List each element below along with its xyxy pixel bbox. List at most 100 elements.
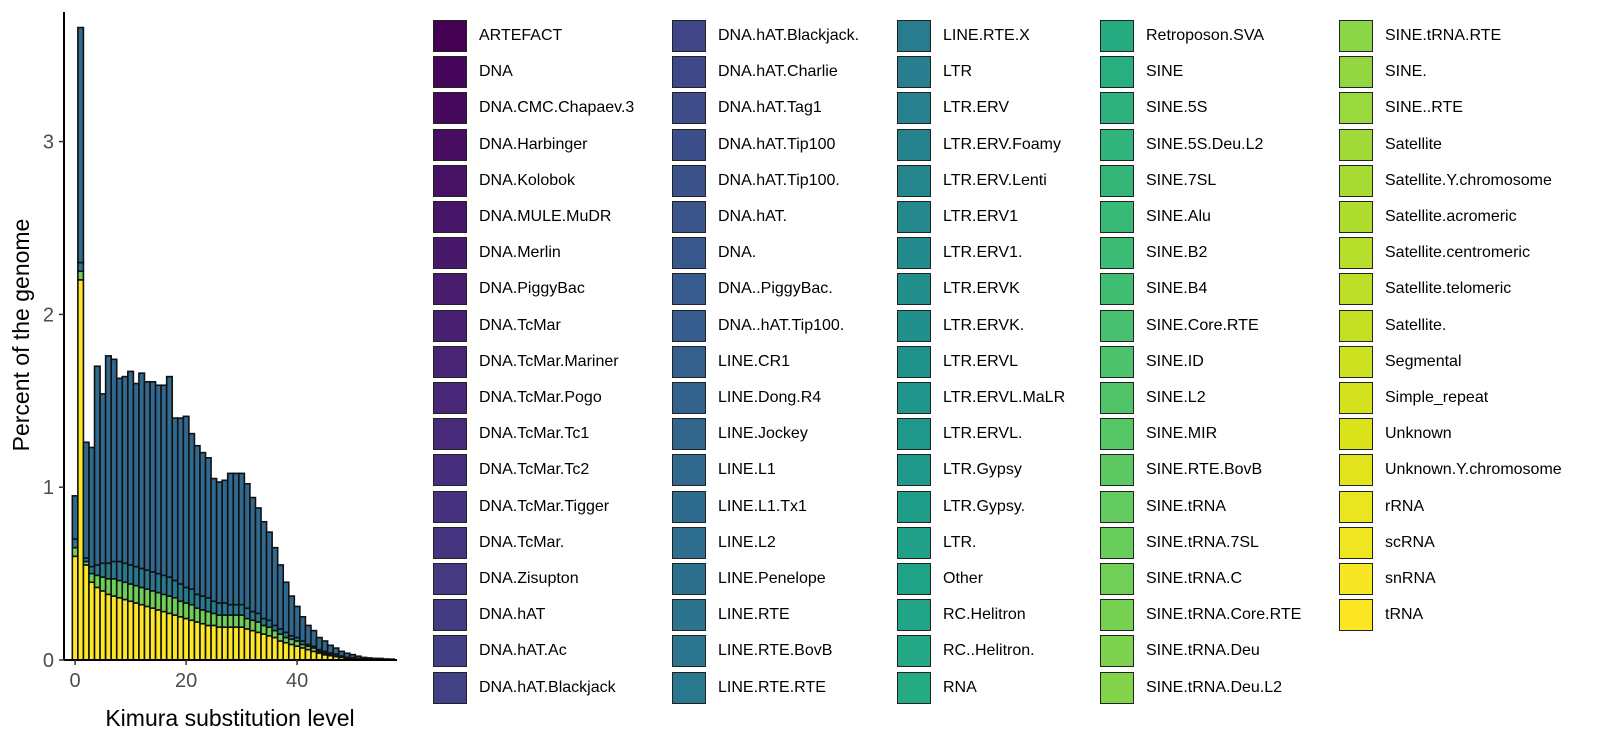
bar-segment-LINE.RTE.RTE (188, 432, 196, 590)
bar-segment-LINE.RTE.RTE (176, 417, 185, 585)
bar-segment-LINE.RTE.RTE (138, 372, 146, 570)
bar-segment-tRNA (304, 648, 312, 661)
bar-segment-LINE.RTE.RTE (365, 657, 373, 660)
bar-segment-SINE.tRNA.Deu.L2 (176, 600, 185, 618)
bar-segment-SINE.tRNA.Deu.L2 (210, 612, 218, 627)
bar-segment-LINE.RTE.RTE (210, 477, 218, 603)
bar-segment-LINE.RTE.RTE (243, 482, 251, 609)
bar-segment-tRNA (271, 636, 279, 661)
bar-segment-tRNA (199, 622, 207, 661)
bar-segment-LTR. (77, 261, 85, 272)
bar-segment-LINE.RTE.RTE (110, 358, 118, 563)
bar-segment-LTR. (110, 560, 118, 580)
bar-segment-tRNA (149, 607, 157, 661)
bar-segment-LINE.RTE.RTE (132, 382, 140, 568)
bar-segment-tRNA (238, 626, 246, 661)
bar-segment-LINE.RTE.RTE (149, 380, 157, 573)
bar-segment-LINE.RTE.RTE (232, 472, 240, 606)
bar-segment-tRNA (193, 621, 201, 661)
bar-segment-LINE.RTE.RTE (360, 656, 368, 660)
bar-segment-SINE.tRNA.Deu.L2 (254, 621, 262, 634)
bar-segment-SINE.tRNA.Deu.L2 (265, 626, 273, 637)
bar-segment-LTR. (254, 612, 262, 623)
bar-segment-SINE.tRNA.Deu.L2 (193, 607, 201, 623)
bar-segment-LINE.RTE.RTE (304, 624, 312, 646)
bar-segment-LTR. (204, 596, 212, 613)
bar-segment-LINE.RTE.RTE (226, 472, 235, 606)
bar-segment-tRNA (293, 645, 301, 661)
bar-segment-LINE.RTE.RTE (165, 375, 174, 578)
bar-segment-SINE.tRNA.Deu.L2 (238, 614, 246, 628)
bar-segment-SINE.tRNA.Deu.L2 (110, 577, 118, 597)
bar-segment-SINE.tRNA.Deu.L2 (182, 602, 190, 620)
bar-segment-tRNA (127, 600, 135, 661)
x-axis-title: Kimura substitution level (105, 705, 354, 731)
bar-segment-tRNA (204, 624, 212, 661)
bar-segment-tRNA (88, 581, 96, 661)
bar-segment-LINE.RTE.RTE (282, 581, 290, 634)
bar-segment-LTR. (121, 562, 129, 584)
bar-segment-tRNA (176, 615, 185, 661)
bar-segment-SINE.tRNA.Deu.L2 (77, 270, 85, 281)
bar-segment-SINE.tRNA.Deu.L2 (199, 609, 207, 625)
bar-segment-LINE.RTE.RTE (354, 655, 362, 660)
bar-segment-LINE.RTE.RTE (154, 384, 162, 575)
bar-segment-LTR. (138, 567, 146, 589)
bar-segment-SINE.tRNA.Deu.L2 (121, 581, 129, 601)
bar-segment-LINE.RTE.RTE (82, 441, 90, 559)
bar-segment-LTR. (260, 617, 268, 627)
bar-segment-LINE.RTE.RTE (199, 451, 207, 597)
bar-segment-SINE.tRNA.Deu.L2 (215, 614, 223, 628)
bar-segment-LINE.RTE.RTE (276, 564, 285, 630)
y-tick-label: 0 (43, 650, 54, 672)
bar-segment-LINE.RTE.RTE (160, 384, 168, 577)
bar-segment-SINE.tRNA.Deu.L2 (127, 583, 135, 603)
bar-segment-LINE.RTE.RTE (287, 595, 296, 637)
bar-segment-tRNA (221, 626, 229, 661)
bar-segment-LINE.RTE.RTE (127, 370, 135, 566)
x-tick-label: 40 (286, 670, 308, 692)
bar-segment-LTR. (210, 600, 218, 615)
bar-segment-LINE.RTE.RTE (249, 496, 257, 613)
bar-segment-LTR. (193, 593, 201, 609)
bar-segment-LTR. (149, 571, 157, 592)
bar-segment-SINE.tRNA.Deu.L2 (249, 619, 257, 632)
bar-segment-SINE.tRNA.Deu.L2 (149, 590, 157, 609)
bar-segment-LTR. (99, 562, 107, 578)
bar-segment-SINE.tRNA.Deu.L2 (204, 610, 212, 627)
bar-segment-LTR. (71, 538, 79, 549)
bar-segment-LTR. (232, 603, 240, 616)
bar-segment-SINE.tRNA.Deu.L2 (221, 614, 229, 628)
bar-segment-LINE.RTE.RTE (77, 26, 85, 264)
bar-segment-LINE.RTE.RTE (321, 640, 329, 653)
bar-segment-tRNA (104, 593, 112, 661)
bar-segment-LINE.RTE.RTE (93, 365, 101, 566)
bar-segment-SINE.tRNA.Deu.L2 (243, 617, 251, 630)
bar-segment-LTR. (143, 569, 151, 590)
bar-segment-LINE.RTE.RTE (71, 495, 79, 540)
bar-segment-tRNA (171, 614, 179, 661)
bar-segment-SINE.tRNA.Deu.L2 (71, 546, 79, 558)
x-tick-label: 20 (175, 670, 197, 692)
bar-segment-LTR. (154, 572, 162, 594)
bar-segment-tRNA (132, 602, 140, 661)
bar-segment-LINE.RTE.RTE (326, 644, 334, 654)
bar-segment-SINE.tRNA.Deu.L2 (271, 629, 279, 639)
y-tick-label: 3 (43, 132, 54, 154)
bar-segment-tRNA (121, 598, 129, 661)
bar-segment-LTR. (226, 603, 235, 616)
bar-segment-SINE.tRNA.Deu.L2 (165, 595, 174, 615)
bar-segment-SINE.tRNA.Deu.L2 (104, 577, 112, 596)
bar-segment-tRNA (254, 631, 262, 661)
y-tick-label: 1 (43, 477, 54, 499)
bar-segment-SINE.tRNA.Deu.L2 (132, 584, 140, 604)
bar-segment-LINE.RTE.RTE (260, 520, 268, 620)
bar-segment-LINE.RTE.RTE (265, 531, 273, 622)
bar-segment-tRNA (99, 590, 107, 661)
bar-segment-SINE.tRNA.Deu.L2 (99, 576, 107, 592)
bar-segment-LTR. (199, 595, 207, 611)
bar-segment-tRNA (154, 609, 162, 661)
bar-segment-LINE.RTE.RTE (204, 457, 212, 599)
bar-segment-LINE.RTE.RTE (337, 650, 346, 657)
